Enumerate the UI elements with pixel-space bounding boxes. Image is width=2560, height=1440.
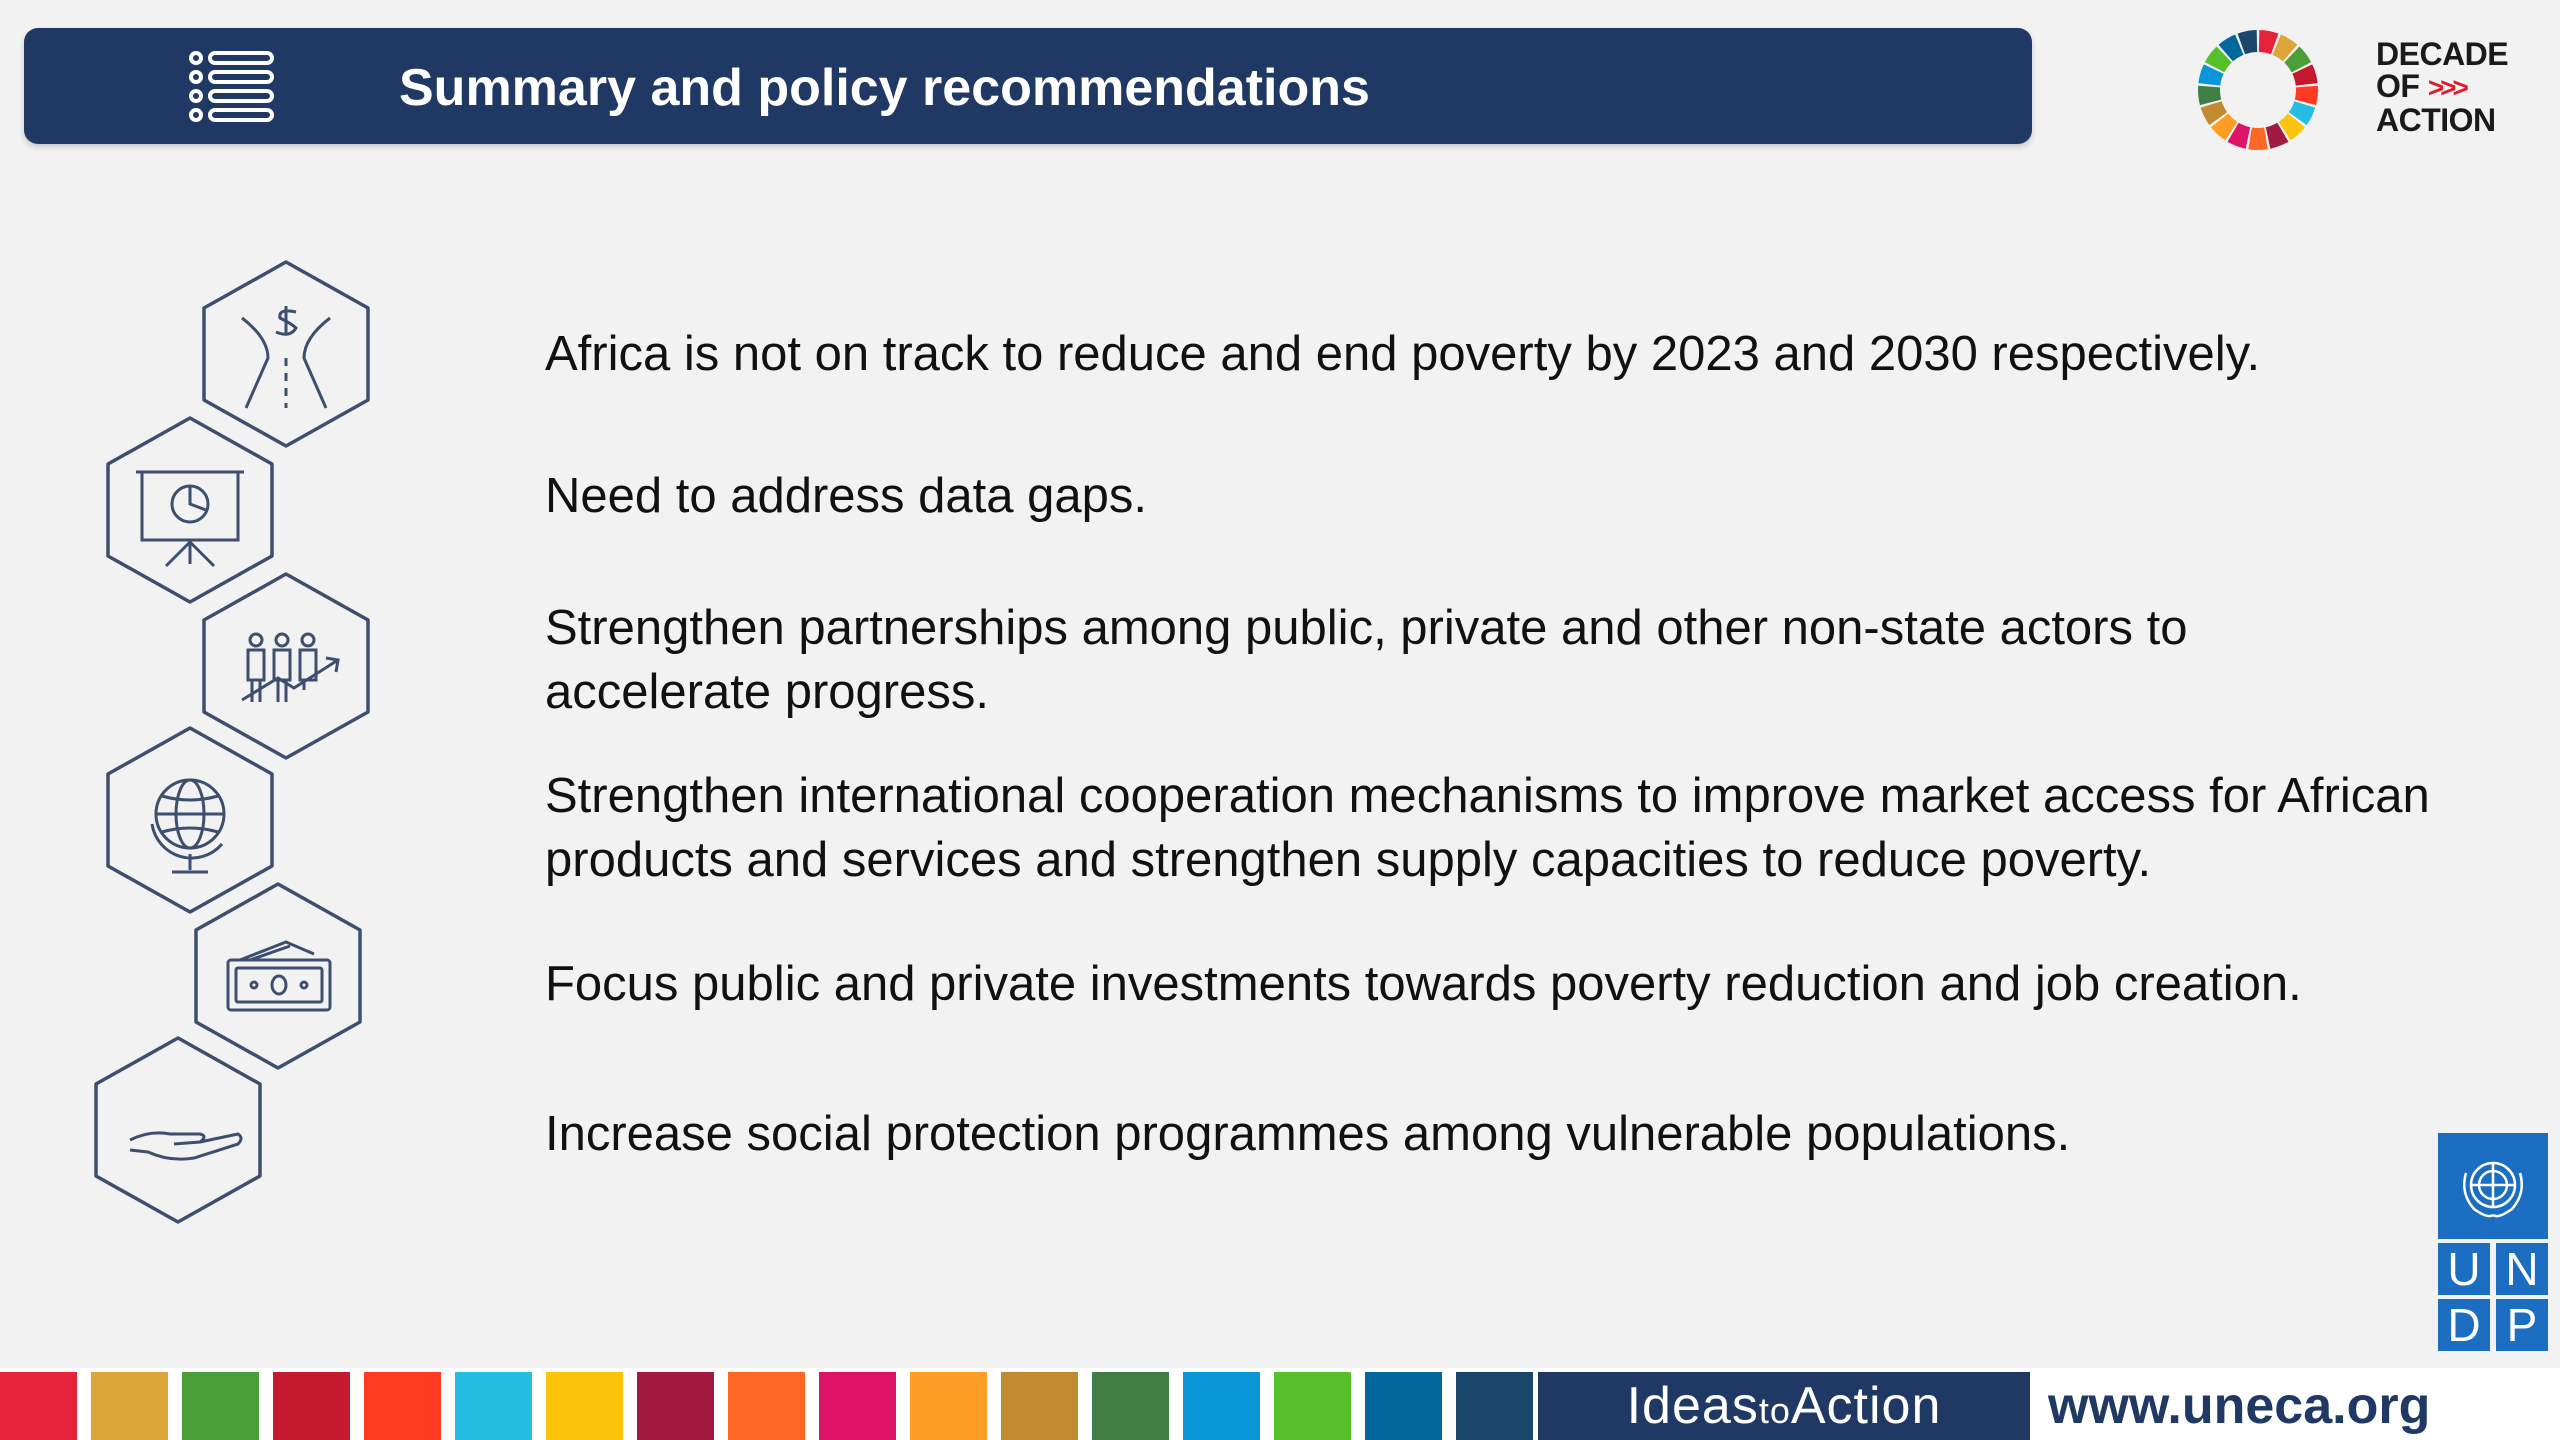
decade-line3: ACTION [2376, 102, 2496, 138]
sdg-ring-segment [2204, 46, 2232, 73]
decade-arrows: >>> [2427, 72, 2469, 103]
sdg-ring-segment [2278, 113, 2306, 141]
undp-letter-d: D [2438, 1299, 2490, 1351]
undp-letter-p: P [2496, 1299, 2548, 1351]
sdg-ring-segment [2198, 85, 2222, 106]
decade-line1: DECADE [2376, 36, 2509, 72]
header-bar: Summary and policy recommendations [24, 28, 2032, 144]
poverty-road-icon [198, 258, 374, 450]
sdg-ring-segment [2237, 30, 2258, 55]
sdg-ring-segment [2200, 101, 2228, 126]
sdg-ring-segment [2288, 101, 2316, 126]
ideas-to-action-banner: IdeastoAction [1538, 1372, 2030, 1440]
sdg-ring-segment [2227, 122, 2251, 149]
sdg-color-block [1092, 1372, 1169, 1440]
sdg-color-block [637, 1372, 714, 1440]
recommendation-3: Strengthen partnerships among public, pr… [545, 601, 2188, 719]
recommendation-5: Focus public and private investments tow… [545, 957, 2302, 1011]
sdg-color-block [0, 1372, 77, 1440]
sdg-color-block [364, 1372, 441, 1440]
money-icon [190, 880, 366, 1072]
footer: IdeastoAction www.uneca.org [0, 1368, 2560, 1440]
sdg-color-block [1365, 1372, 1442, 1440]
sdg-color-block [546, 1372, 623, 1440]
recommendation-4: Strengthen international cooperation mec… [545, 769, 2430, 887]
list-icon [184, 46, 284, 126]
sdg-color-strip [0, 1372, 1533, 1440]
website-url[interactable]: www.uneca.org [2048, 1377, 2431, 1435]
recommendation-6: Increase social protection programmes am… [545, 1107, 2071, 1161]
sdg-color-block [819, 1372, 896, 1440]
undp-letter-n: N [2496, 1243, 2548, 1295]
sdg-ring-segment [2294, 85, 2318, 106]
sdg-ring-segment [2218, 34, 2244, 62]
page-title: Summary and policy recommendations [399, 59, 1370, 117]
recommendation-2: Need to address data gaps. [545, 469, 1148, 523]
decade-line2: OF >>> [2376, 68, 2469, 104]
sdg-color-block [1274, 1372, 1351, 1440]
sdg-color-block [91, 1372, 168, 1440]
sdg-ring-segment [2272, 34, 2298, 62]
sdg-ring-segment [2210, 113, 2238, 141]
un-emblem-icon [2438, 1133, 2548, 1239]
sdg-color-block [182, 1372, 259, 1440]
presentation-chart-icon [102, 414, 278, 606]
sdg-color-block [455, 1372, 532, 1440]
sdg-color-block [1456, 1372, 1533, 1440]
sdg-ring-segment [2284, 46, 2312, 73]
decade-of-action-text: DECADE OF >>> ACTION [2376, 36, 2509, 138]
partnership-growth-icon [198, 570, 374, 762]
sdg-ring-segment [2258, 30, 2279, 55]
open-hand-icon [90, 1034, 266, 1226]
sdg-color-block [1183, 1372, 1260, 1440]
recommendation-1: Africa is not on track to reduce and end… [545, 327, 2261, 381]
sdg-ring-segment [2198, 64, 2224, 86]
sdg-ring-icon [2198, 30, 2318, 150]
sdg-color-block [910, 1372, 987, 1440]
globe-icon [102, 724, 278, 916]
sdg-color-block [1001, 1372, 1078, 1440]
decade-of-action-logo: DECADE OF >>> ACTION [2196, 28, 2536, 152]
undp-letter-u: U [2438, 1243, 2490, 1295]
sdg-ring-segment [2265, 122, 2289, 149]
sdg-ring-segment [2292, 64, 2318, 86]
sdg-color-block [728, 1372, 805, 1440]
sdg-ring-segment [2248, 127, 2268, 150]
undp-logo: U N D P [2438, 1133, 2548, 1351]
sdg-color-block [273, 1372, 350, 1440]
